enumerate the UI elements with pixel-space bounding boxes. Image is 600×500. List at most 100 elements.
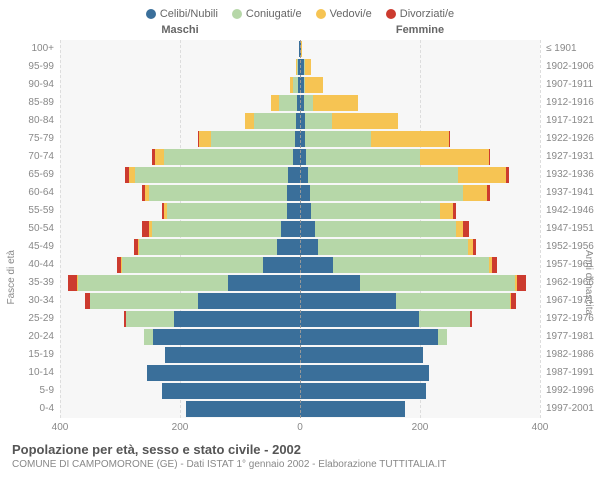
bar-segment	[300, 329, 438, 345]
bar-segment	[300, 401, 405, 417]
bar-segment	[300, 185, 310, 201]
age-label: 25-29	[0, 310, 58, 328]
legend-label: Coniugati/e	[246, 8, 302, 20]
bar-segment	[492, 257, 497, 273]
year-label: 1992-1996	[542, 382, 600, 400]
bar-segment	[279, 95, 297, 111]
age-label: 10-14	[0, 364, 58, 382]
year-label: ≤ 1901	[542, 40, 600, 58]
bar-segment	[144, 329, 153, 345]
age-label: 75-79	[0, 130, 58, 148]
bar-segment	[199, 131, 211, 147]
header-male: Maschi	[60, 24, 300, 36]
gender-headers: Maschi Femmine	[0, 24, 600, 40]
year-label: 1927-1931	[542, 148, 600, 166]
plot-area	[60, 40, 540, 418]
bar-segment	[304, 95, 313, 111]
bar-segment	[463, 221, 469, 237]
bar-segment	[198, 293, 300, 309]
bar-segment	[293, 149, 300, 165]
x-tick: 400	[532, 422, 549, 433]
bar-segment	[164, 149, 293, 165]
bar-segment	[90, 293, 198, 309]
bar-segment	[310, 185, 463, 201]
bar-segment	[162, 383, 300, 399]
year-label: 1907-1911	[542, 76, 600, 94]
bar-segment	[371, 131, 449, 147]
legend-label: Divorziati/e	[400, 8, 454, 20]
bar-segment	[332, 113, 398, 129]
age-label: 15-19	[0, 346, 58, 364]
bar-segment	[511, 293, 516, 309]
bar-segment	[419, 311, 470, 327]
bar-segment	[463, 185, 487, 201]
bar-segment	[277, 239, 300, 255]
footer: Popolazione per età, sesso e stato civil…	[0, 434, 600, 470]
bar-segment	[440, 203, 453, 219]
year-label: 1932-1936	[542, 166, 600, 184]
axis-title-right: Anni di nascita	[583, 250, 594, 315]
chart-title: Popolazione per età, sesso e stato civil…	[12, 442, 588, 457]
grid-line	[540, 40, 541, 418]
x-tick: 200	[172, 422, 189, 433]
age-label: 55-59	[0, 202, 58, 220]
bar-segment	[263, 257, 300, 273]
legend-item: Vedovi/e	[316, 8, 372, 20]
year-label: 1937-1941	[542, 184, 600, 202]
bar-segment	[174, 311, 300, 327]
bar-segment	[300, 275, 360, 291]
bar-segment	[271, 95, 279, 111]
bar-segment	[300, 293, 396, 309]
age-label: 95-99	[0, 58, 58, 76]
bar-segment	[126, 311, 174, 327]
bar-segment	[396, 293, 510, 309]
x-axis: 4002000200400	[0, 418, 600, 434]
legend-label: Celibi/Nubili	[160, 8, 218, 20]
age-label: 65-69	[0, 166, 58, 184]
bar-segment	[211, 131, 295, 147]
chart: 100+95-9990-9485-8980-8475-7970-7465-696…	[0, 40, 600, 418]
bar-segment	[300, 311, 419, 327]
bar-segment	[517, 275, 525, 291]
bar-segment	[245, 113, 255, 129]
bar-segment	[165, 347, 300, 363]
legend-swatch	[232, 9, 242, 19]
legend-swatch	[146, 9, 156, 19]
bar-segment	[308, 167, 458, 183]
bar-segment	[489, 149, 490, 165]
bar-segment	[254, 113, 296, 129]
year-label: 1947-1951	[542, 220, 600, 238]
bar-segment	[318, 239, 468, 255]
bar-segment	[315, 221, 456, 237]
year-label: 1977-1981	[542, 328, 600, 346]
center-line	[300, 40, 301, 418]
bar-segment	[167, 203, 287, 219]
year-label: 1922-1926	[542, 130, 600, 148]
bar-segment	[300, 347, 423, 363]
bar-segment	[456, 221, 463, 237]
bar-segment	[300, 167, 308, 183]
bar-segment	[228, 275, 300, 291]
bar-segment	[139, 239, 277, 255]
bar-segment	[301, 41, 302, 57]
bar-segment	[281, 221, 300, 237]
age-label: 20-24	[0, 328, 58, 346]
bar-segment	[149, 185, 287, 201]
bar-segment	[458, 167, 506, 183]
bar-segment	[487, 185, 491, 201]
bar-segment	[333, 257, 489, 273]
chart-subtitle: COMUNE DI CAMPOMORONE (GE) - Dati ISTAT …	[12, 459, 588, 470]
bar-segment	[122, 257, 263, 273]
legend-label: Vedovi/e	[330, 8, 372, 20]
age-label: 80-84	[0, 112, 58, 130]
bar-segment	[155, 149, 164, 165]
x-tick: 0	[297, 422, 303, 433]
year-label: 1942-1946	[542, 202, 600, 220]
bar-segment	[449, 131, 450, 147]
bar-segment	[420, 149, 489, 165]
age-label: 85-89	[0, 94, 58, 112]
bar-segment	[305, 131, 371, 147]
bar-segment	[300, 257, 333, 273]
y-axis-year: ≤ 19011902-19061907-19111912-19161917-19…	[542, 40, 600, 418]
age-label: 90-94	[0, 76, 58, 94]
